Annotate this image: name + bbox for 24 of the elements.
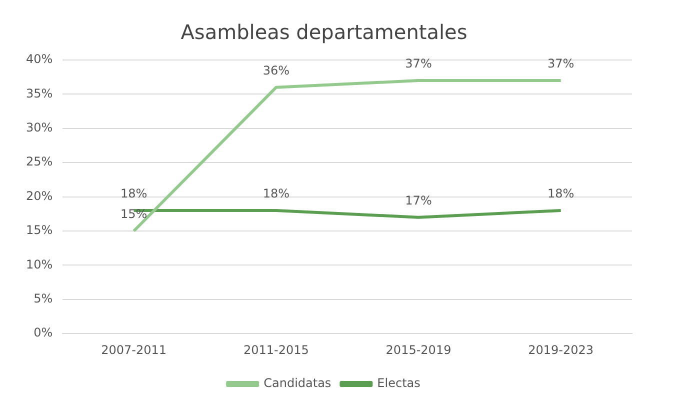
data-label: 17% <box>405 193 432 208</box>
legend-label: Candidatas <box>264 376 332 390</box>
y-tick-label: 35% <box>26 86 53 100</box>
y-tick-label: 15% <box>26 223 53 238</box>
x-tick-label: 2011-2015 <box>243 342 309 357</box>
y-tick-label: 25% <box>26 154 53 169</box>
chart-title: Asambleas departamentales <box>180 20 468 44</box>
data-label: 18% <box>548 186 574 201</box>
y-tick-label: 20% <box>26 188 53 203</box>
x-tick-label: 2019-2023 <box>528 342 594 357</box>
y-tick-label: 5% <box>34 292 53 306</box>
data-label: 15% <box>120 207 148 222</box>
data-label: 18% <box>120 186 148 201</box>
data-label: 18% <box>262 186 290 201</box>
data-label: 36% <box>262 63 290 78</box>
x-tick-label: 2015-2019 <box>386 342 452 357</box>
y-tick-label: 40% <box>26 52 53 66</box>
y-tick-label: 10% <box>26 257 53 272</box>
y-tick-label: 30% <box>26 120 53 135</box>
y-tick-label: 0% <box>34 326 53 340</box>
data-label: 37% <box>405 56 432 71</box>
legend-label: Electas <box>377 376 420 390</box>
x-tick-label: 2007-2011 <box>101 342 167 357</box>
data-label: 37% <box>548 56 574 71</box>
